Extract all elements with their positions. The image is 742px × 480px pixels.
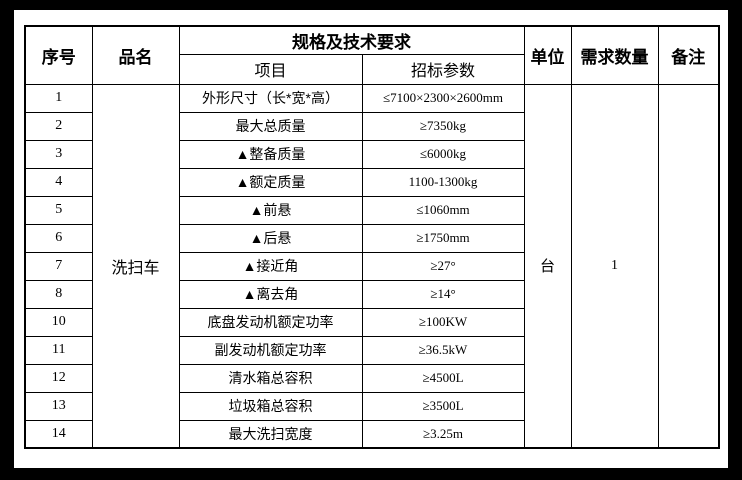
- table-row: 4 ▲额定质量 1100-1300kg: [24, 167, 719, 197]
- row-no: 5: [24, 195, 93, 225]
- row-param: ≥36.5kW: [361, 335, 525, 365]
- row-no: 11: [24, 335, 93, 365]
- row-param: ≥7350kg: [361, 111, 525, 141]
- row-no: 3: [24, 139, 93, 169]
- header-remark: 备注: [657, 25, 720, 85]
- header-spec-group: 规格及技术要求: [178, 25, 525, 55]
- table-row: 11 副发动机额定功率 ≥36.5kW: [24, 335, 719, 365]
- row-item: 底盘发动机额定功率: [178, 307, 363, 337]
- table-row: 14 最大洗扫宽度 ≥3.25m: [24, 419, 719, 449]
- row-no: 8: [24, 279, 93, 309]
- row-param: ≤7100×2300×2600mm: [361, 83, 525, 113]
- row-param: ≥100KW: [361, 307, 525, 337]
- row-item: 副发动机额定功率: [178, 335, 363, 365]
- row-item: ▲整备质量: [178, 139, 363, 169]
- header-qty: 需求数量: [570, 25, 659, 85]
- table-row: 13 垃圾箱总容积 ≥3500L: [24, 391, 719, 421]
- unit-value-cell: 台: [523, 83, 572, 449]
- row-param: ≥3500L: [361, 391, 525, 421]
- header-row-sub: 项目 招标参数: [25, 53, 719, 85]
- qty-value-cell: 1: [570, 83, 659, 449]
- document-paper: 序号 品名 规格及技术要求 单位 需求数量 备注 项目 招标参数 1 洗扫车 外…: [14, 10, 728, 468]
- row-no: 6: [24, 223, 93, 253]
- row-no: 7: [24, 251, 93, 281]
- header-row-top: 序号 品名 规格及技术要求 单位 需求数量 备注: [24, 25, 720, 85]
- header-unit: 单位: [523, 25, 572, 85]
- table-row: 3 ▲整备质量 ≤6000kg: [24, 139, 719, 169]
- row-item: ▲后悬: [178, 223, 363, 253]
- row-item: 垃圾箱总容积: [178, 391, 363, 421]
- remark-value-cell: [657, 83, 720, 449]
- row-param: 1100-1300kg: [361, 167, 525, 197]
- row-no: 14: [24, 419, 93, 449]
- table-row: 7 ▲接近角 ≥27°: [24, 251, 719, 281]
- row-no: 1: [24, 83, 93, 113]
- row-item: ▲接近角: [178, 251, 363, 281]
- row-item: 最大总质量: [178, 111, 363, 141]
- row-no: 4: [24, 167, 93, 197]
- header-product: 品名: [91, 25, 180, 85]
- row-no: 2: [24, 111, 93, 141]
- row-param: ≥3.25m: [361, 419, 525, 449]
- header-item: 项目: [178, 53, 363, 85]
- row-param: ≤1060mm: [361, 195, 525, 225]
- row-item: 外形尺寸（长*宽*高）: [178, 83, 363, 113]
- row-item: 最大洗扫宽度: [178, 419, 363, 449]
- row-item: ▲额定质量: [178, 167, 363, 197]
- row-item: ▲前悬: [178, 195, 363, 225]
- spec-table: 序号 品名 规格及技术要求 单位 需求数量 备注 项目 招标参数 1 洗扫车 外…: [24, 25, 720, 449]
- row-param: ≥27°: [361, 251, 525, 281]
- row-no: 12: [24, 363, 93, 393]
- row-param: ≥4500L: [361, 363, 525, 393]
- product-name-cell: 洗扫车: [91, 83, 180, 449]
- header-param: 招标参数: [361, 53, 525, 85]
- table-row: 5 ▲前悬 ≤1060mm: [24, 195, 719, 225]
- row-param: ≤6000kg: [361, 139, 525, 169]
- row-no: 10: [24, 307, 93, 337]
- table-row: 1 洗扫车 外形尺寸（长*宽*高） ≤7100×2300×2600mm 台 1: [24, 83, 720, 449]
- header-no: 序号: [24, 25, 93, 85]
- row-param: ≥1750mm: [361, 223, 525, 253]
- table-row: 10 底盘发动机额定功率 ≥100KW: [24, 307, 719, 337]
- row-param: ≥14°: [361, 279, 525, 309]
- row-no: 13: [24, 391, 93, 421]
- row-item: 清水箱总容积: [178, 363, 363, 393]
- row-item: ▲离去角: [178, 279, 363, 309]
